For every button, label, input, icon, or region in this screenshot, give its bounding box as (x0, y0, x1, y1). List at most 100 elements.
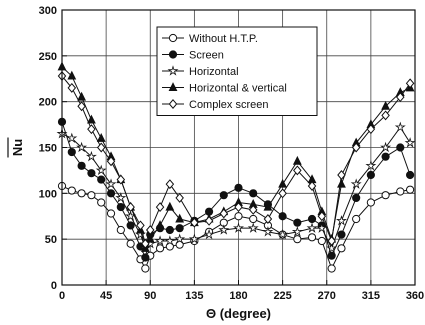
data-point (249, 189, 258, 198)
data-point (97, 175, 106, 184)
data-point (396, 187, 405, 196)
data-point (292, 155, 302, 165)
data-point (293, 218, 302, 227)
x-tick-label: 225 (273, 290, 291, 302)
data-point (405, 185, 415, 194)
data-point (405, 78, 415, 89)
data-point (87, 114, 96, 124)
data-point (293, 165, 302, 176)
data-point (234, 212, 243, 221)
data-point (337, 170, 346, 180)
legend-label: Screen (189, 50, 224, 62)
data-point (67, 147, 76, 157)
x-tick-label: 135 (185, 290, 203, 302)
data-point (175, 213, 185, 223)
data-point (85, 150, 97, 162)
data-point (381, 152, 390, 161)
data-point (337, 178, 346, 188)
data-point (404, 137, 416, 148)
data-point (350, 178, 362, 189)
data-point (165, 179, 175, 190)
data-point (168, 99, 178, 109)
data-point (167, 65, 179, 76)
data-point (366, 170, 375, 180)
data-point (317, 236, 326, 246)
legend-item: Without H.T.P. (162, 33, 258, 45)
data-point (306, 222, 318, 233)
y-tick-label: 50 (45, 234, 57, 246)
data-point (116, 202, 125, 212)
x-axis-label: Θ (degree) (206, 306, 271, 321)
data-point (203, 228, 215, 240)
y-tick-label: 150 (39, 143, 57, 155)
data-point (366, 198, 375, 207)
data-point (234, 183, 243, 192)
data-point (145, 225, 155, 235)
y-tick-label: 0 (51, 280, 57, 292)
data-point (381, 100, 390, 110)
data-point (67, 82, 77, 93)
data-point (381, 110, 390, 121)
data-point (337, 244, 346, 253)
data-point (263, 214, 273, 224)
data-point (352, 193, 361, 203)
data-point (77, 91, 87, 101)
data-point (247, 222, 259, 233)
data-point (174, 233, 186, 244)
data-point (218, 224, 230, 235)
data-point (278, 188, 287, 199)
data-point (351, 142, 361, 153)
x-tick-label: 90 (144, 290, 156, 302)
data-point (155, 220, 165, 229)
data-point (87, 124, 96, 135)
data-point (327, 251, 336, 260)
data-point (291, 226, 303, 237)
data-point (141, 253, 150, 262)
data-point (97, 198, 106, 207)
x-tick-label: 270 (318, 290, 336, 302)
data-point (87, 169, 96, 178)
data-point (106, 209, 116, 218)
data-point (141, 238, 150, 249)
data-point (175, 224, 184, 233)
data-point (87, 191, 96, 200)
data-point (168, 82, 178, 91)
data-point (234, 202, 243, 213)
data-point (115, 192, 127, 203)
data-point (278, 178, 288, 188)
data-point (366, 124, 376, 135)
data-point (262, 226, 274, 237)
legend-label: Complex screen (189, 99, 268, 111)
data-point (106, 156, 116, 167)
data-point (352, 214, 361, 224)
data-point (233, 222, 244, 233)
data-point (168, 50, 178, 59)
data-point (76, 141, 88, 153)
data-point (327, 264, 336, 273)
data-point (105, 178, 117, 189)
data-point (248, 204, 258, 215)
data-point (204, 215, 214, 226)
data-point (278, 212, 287, 221)
data-point (307, 181, 317, 191)
data-point (307, 233, 317, 242)
data-point (381, 191, 390, 200)
data-point (335, 215, 347, 226)
data-point (396, 143, 405, 152)
legend-item: Complex screen (162, 99, 268, 111)
data-point (405, 170, 415, 180)
series-layer (56, 61, 416, 273)
legend-label: Horizontal (189, 66, 239, 78)
data-point (164, 235, 176, 246)
x-tick-label: 180 (229, 290, 247, 302)
data-point (141, 264, 150, 273)
data-point (326, 242, 338, 253)
data-point (77, 101, 86, 112)
x-tick-label: 360 (406, 290, 424, 302)
data-point (380, 141, 392, 153)
data-point (66, 132, 78, 143)
y-tick-label: 200 (39, 97, 57, 109)
data-point (96, 133, 106, 142)
y-tick-label: 300 (39, 5, 57, 17)
